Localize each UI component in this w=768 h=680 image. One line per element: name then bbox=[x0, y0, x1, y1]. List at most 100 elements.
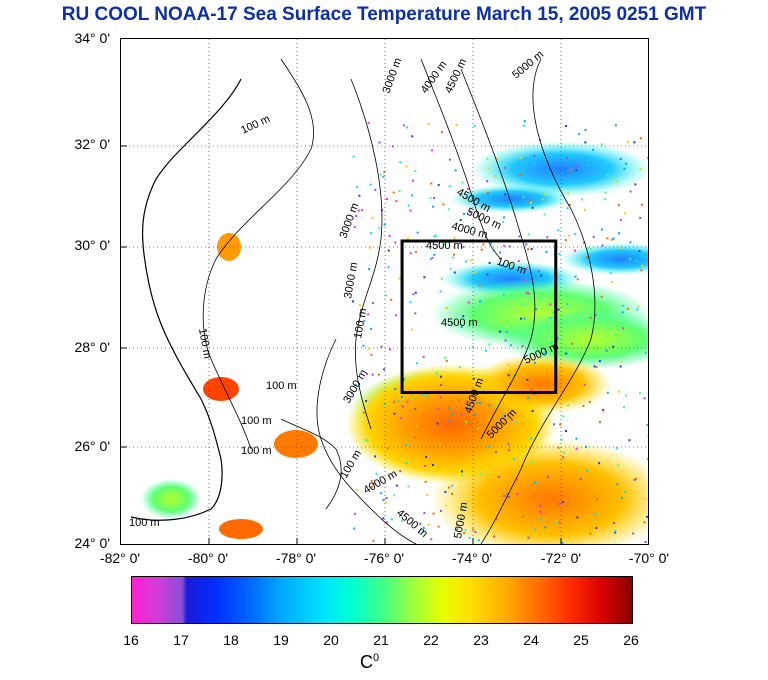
sst-speckle-pixel bbox=[420, 408, 423, 411]
sst-speckle-pixel bbox=[451, 256, 454, 259]
sst-speckle-pixel bbox=[488, 404, 491, 407]
sst-speckle-pixel bbox=[629, 257, 632, 260]
sst-speckle-pixel bbox=[370, 485, 373, 488]
sst-speckle-pixel bbox=[419, 522, 422, 525]
bathymetry-contours bbox=[202, 58, 596, 544]
sst-speckle-pixel bbox=[380, 345, 383, 348]
sst-speckle-pixel bbox=[424, 464, 427, 467]
sst-speckle-pixel bbox=[604, 198, 607, 201]
sst-speckle-pixel bbox=[590, 302, 593, 305]
sst-speckle-pixel bbox=[456, 524, 459, 527]
contour-label: 100 m bbox=[239, 113, 272, 137]
sst-speckle-pixel bbox=[383, 223, 386, 226]
sst-speckle-pixel bbox=[370, 479, 373, 482]
sst-speckle-pixel bbox=[644, 541, 647, 543]
sst-speckle-pixel bbox=[362, 411, 365, 414]
sst-speckle-pixel bbox=[421, 393, 424, 396]
map-title: RU COOL NOAA-17 Sea Surface Temperature … bbox=[61, 4, 707, 25]
cool-patch-east bbox=[561, 243, 648, 275]
sst-speckle-pixel bbox=[440, 277, 443, 280]
sst-speckle-pixel bbox=[601, 244, 604, 247]
sst-speckle-pixel bbox=[474, 531, 477, 534]
sst-speckle-pixel bbox=[635, 477, 638, 480]
sst-speckle-pixel bbox=[534, 528, 536, 531]
sst-speckle-pixel bbox=[523, 279, 526, 282]
sst-speckle-pixel bbox=[407, 204, 410, 207]
sst-speckle-pixel bbox=[482, 243, 485, 246]
sst-speckle-pixel bbox=[613, 261, 616, 264]
sst-speckle-pixel bbox=[432, 464, 434, 466]
sst-speckle-pixel bbox=[509, 344, 512, 347]
sst-speckle-pixel bbox=[453, 253, 455, 256]
coastline bbox=[130, 78, 242, 521]
sst-speckle-pixel bbox=[525, 267, 528, 270]
sst-speckle-pixel bbox=[395, 314, 397, 317]
sst-speckle-pixel bbox=[511, 418, 513, 421]
sst-speckle-pixel bbox=[499, 330, 502, 333]
sst-speckle-pixel bbox=[460, 517, 463, 520]
sst-speckle-pixel bbox=[513, 407, 516, 410]
sst-speckle-pixel bbox=[445, 504, 448, 507]
lat-label-34: 34° 0' bbox=[74, 30, 110, 46]
sst-speckle-pixel bbox=[398, 190, 401, 192]
sst-speckle-pixel bbox=[574, 275, 577, 278]
sst-speckle-pixel bbox=[385, 521, 388, 524]
sst-speckle-pixel bbox=[647, 157, 648, 160]
sst-speckle-pixel bbox=[411, 135, 414, 138]
sst-speckle-pixel bbox=[493, 468, 496, 471]
sst-speckle-pixel bbox=[402, 378, 405, 381]
sst-speckle-pixel bbox=[614, 124, 617, 127]
sst-speckle-pixel bbox=[463, 212, 465, 215]
sst-speckle-pixel bbox=[583, 383, 586, 386]
sst-speckle-pixel bbox=[366, 372, 369, 375]
sst-speckle-pixel bbox=[456, 528, 459, 531]
sst-speckle-pixel bbox=[546, 236, 549, 239]
sst-speckle-pixel bbox=[507, 374, 510, 377]
sst-speckle-pixel bbox=[623, 167, 626, 170]
sst-speckle-pixel bbox=[534, 481, 537, 484]
sst-speckle-pixel bbox=[592, 148, 594, 151]
sst-speckle-pixel bbox=[358, 194, 361, 197]
sst-speckle-pixel bbox=[544, 526, 547, 529]
colorbar-tick-label: 22 bbox=[423, 632, 439, 648]
sst-speckle-pixel bbox=[527, 536, 530, 539]
sst-speckle-pixel bbox=[361, 209, 364, 212]
sst-speckle-pixel bbox=[357, 209, 360, 212]
sst-speckle-pixel bbox=[440, 375, 442, 378]
sst-speckle-pixel bbox=[409, 209, 412, 212]
sst-speckle-pixel bbox=[579, 477, 582, 480]
sst-speckle-pixel bbox=[521, 515, 524, 518]
lat-label-30: 30° 0' bbox=[74, 237, 110, 253]
contour-label: 100 m bbox=[352, 307, 369, 339]
sst-speckle-pixel bbox=[503, 216, 506, 219]
sst-speckle-pixel bbox=[532, 494, 535, 497]
sst-speckle-pixel bbox=[442, 455, 445, 458]
lon-label-74: -74° 0' bbox=[451, 550, 493, 566]
sst-speckle-pixel bbox=[476, 427, 479, 430]
sst-speckle-pixel bbox=[409, 301, 412, 304]
sst-speckle-pixel bbox=[529, 437, 532, 440]
sst-speckle-pixel bbox=[462, 245, 465, 248]
sst-speckle-pixel bbox=[370, 232, 373, 235]
sst-speckle-pixel bbox=[595, 527, 598, 529]
sst-speckle-pixel bbox=[433, 197, 436, 199]
contour-label: 3000 m bbox=[381, 56, 405, 95]
sst-speckle-pixel bbox=[465, 506, 468, 509]
contour-label: 4500 m bbox=[441, 317, 478, 329]
sst-speckle-pixel bbox=[479, 402, 482, 405]
sst-speckle-pixel bbox=[535, 308, 538, 311]
colorbar-tick-label: 20 bbox=[323, 632, 339, 648]
sst-speckle-pixel bbox=[395, 484, 398, 487]
sst-speckle-pixel bbox=[594, 513, 597, 516]
sst-speckle-pixel bbox=[397, 432, 400, 435]
sst-speckle-pixel bbox=[533, 361, 536, 364]
sst-speckle-pixel bbox=[515, 306, 518, 308]
sst-speckle-pixel bbox=[525, 243, 528, 246]
sst-speckle-pixel bbox=[589, 317, 592, 319]
sst-speckle-pixel bbox=[525, 410, 528, 412]
sst-speckle-pixel bbox=[566, 296, 569, 299]
sst-speckle-pixel bbox=[562, 451, 565, 454]
sst-speckle-pixel bbox=[430, 182, 433, 185]
sst-speckle-pixel bbox=[620, 360, 623, 363]
sst-speckle-pixel bbox=[499, 320, 502, 323]
